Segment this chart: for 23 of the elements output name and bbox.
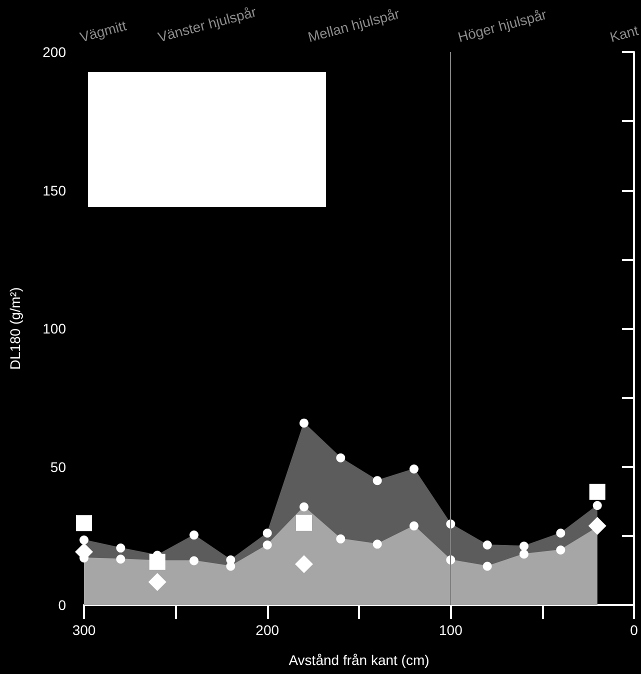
y-tick-label: 100 (42, 320, 66, 336)
x-tick-label: 200 (256, 622, 280, 638)
text: Kant (608, 22, 640, 45)
text: Vänster hjulspår (156, 3, 258, 45)
y-axis-title: DL180 (g/m²) (7, 287, 23, 370)
text: Vägmitt (78, 17, 128, 45)
text: Höger hjulspår (456, 6, 548, 45)
point (589, 484, 606, 500)
point (76, 515, 92, 532)
point (149, 554, 166, 570)
point (296, 514, 312, 531)
text: Mellan hjulspår (306, 5, 402, 45)
y-tick-label: 50 (50, 458, 66, 475)
point (588, 516, 606, 535)
y-tick-label: 0 (58, 597, 66, 613)
x-tick-label: 0 (630, 622, 638, 638)
x-axis-title: Avstånd från kant (cm) (288, 652, 430, 668)
point (148, 573, 166, 592)
y-tick-label: 200 (42, 44, 66, 60)
x-tick-label: 100 (438, 622, 463, 638)
point (295, 555, 313, 574)
y-tick-label: 150 (42, 182, 66, 198)
x-tick-label: 300 (72, 622, 96, 638)
